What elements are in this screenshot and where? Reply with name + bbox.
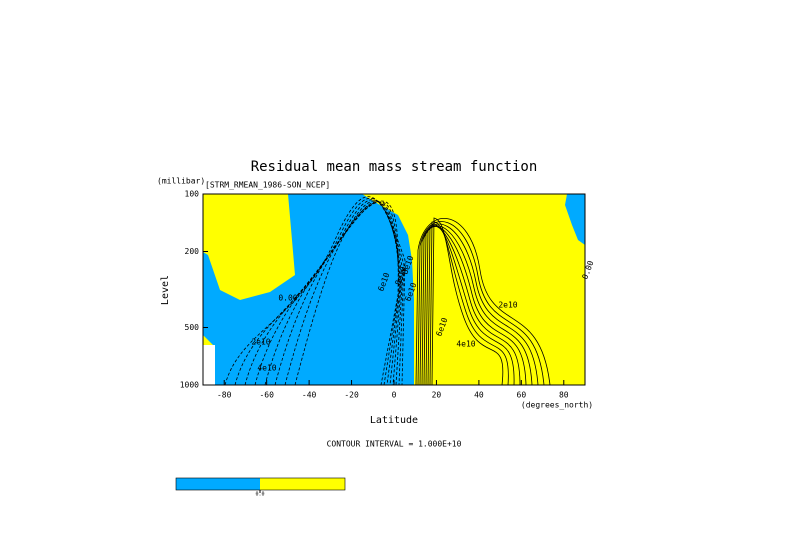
contour-label: 2e10 — [498, 301, 517, 310]
colorbar-negative — [176, 478, 260, 490]
negative-contour — [264, 201, 402, 385]
contour-label: 4e10 — [257, 364, 276, 373]
colorbar-label: 0.0 — [255, 492, 264, 498]
y-tick-label: 1000 — [180, 381, 199, 390]
x-tick-label: -20 — [344, 391, 359, 400]
positive-contour — [419, 223, 539, 385]
y-tick-label: 500 — [185, 323, 200, 332]
y-units: (millibar) — [157, 177, 205, 186]
x-tick-label: 40 — [474, 391, 484, 400]
x-tick-label: 60 — [517, 391, 527, 400]
chart-title: Residual mean mass stream function — [251, 159, 538, 175]
negative-contour — [294, 200, 399, 385]
x-tick-label: -40 — [302, 391, 317, 400]
x-tick-label: 0 — [392, 391, 397, 400]
y-tick-label: 200 — [185, 247, 200, 256]
x-label: Latitude — [370, 415, 418, 426]
contour-label: 0.00 — [278, 294, 297, 303]
x-tick-label: -80 — [217, 391, 232, 400]
y-label: Level — [160, 275, 171, 305]
colorbar: 0.0 — [175, 477, 346, 498]
missing-region — [203, 345, 215, 385]
contour-label: 4e10 — [456, 340, 475, 349]
contour-note: CONTOUR INTERVAL = 1.000E+10 — [327, 440, 462, 449]
negative-contour — [284, 201, 400, 385]
negative-region — [565, 194, 585, 245]
positive-contour — [431, 217, 504, 385]
positive-contour — [429, 221, 509, 385]
x-tick-label: -60 — [259, 391, 274, 400]
colorbar-positive — [260, 478, 345, 490]
positive-contour — [427, 224, 515, 385]
x-units: (degrees_north) — [521, 401, 593, 410]
x-tick-label: 20 — [432, 391, 442, 400]
subtitle: [STRM_RMEAN_1986-SON_NCEP] — [205, 181, 330, 190]
x-tick-label: 80 — [559, 391, 569, 400]
positive-contour — [425, 225, 521, 385]
positive-contour — [415, 218, 551, 385]
contour-label: 2e10 — [251, 338, 270, 347]
y-tick-label: 100 — [185, 190, 200, 199]
